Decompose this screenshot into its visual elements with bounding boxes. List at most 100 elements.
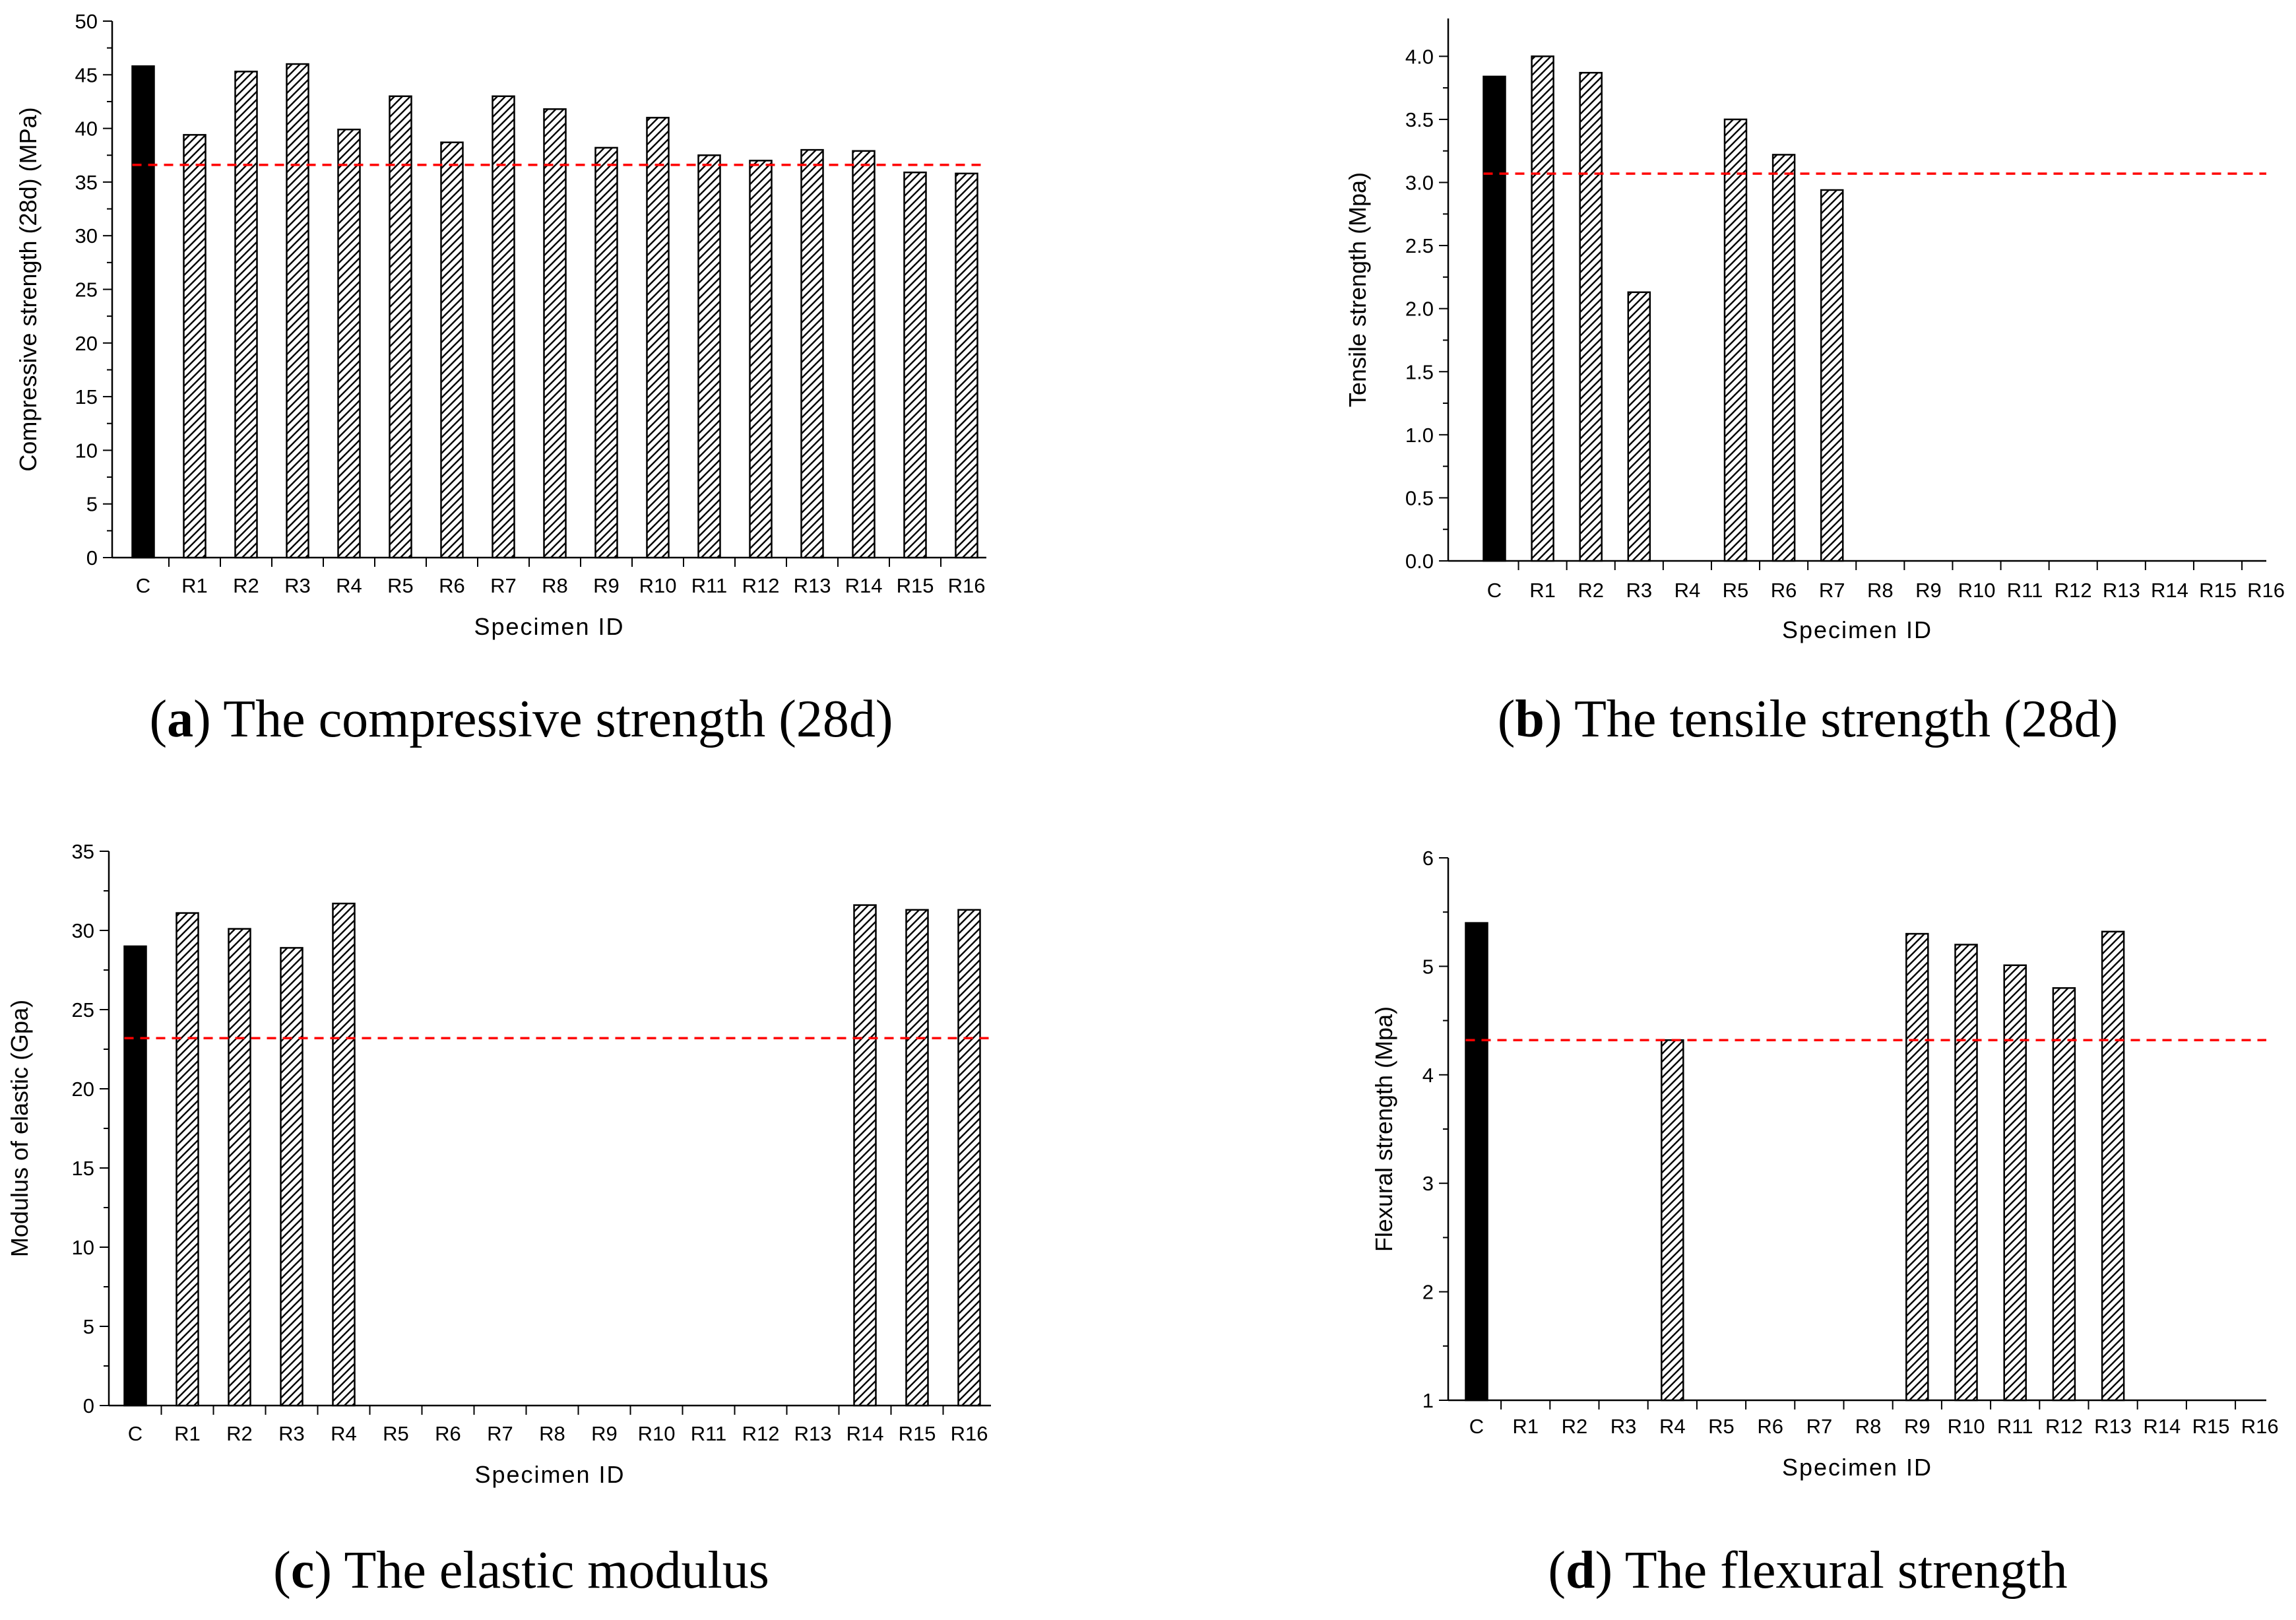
caption-b: (b) The tensile strength (28d) bbox=[1497, 690, 2119, 748]
bar-b-C bbox=[1483, 75, 1506, 562]
y-tick-label-b: 4.0 bbox=[1405, 45, 1434, 68]
y-tick-label-d: 6 bbox=[1422, 847, 1434, 870]
x-tick-label-a-R13: R13 bbox=[794, 574, 831, 597]
x-axis-title-c: Specimen ID bbox=[474, 1461, 625, 1488]
y-axis-title-b: Tensile strength (Mpa) bbox=[1344, 172, 1371, 407]
x-tick-label-d-R8: R8 bbox=[1855, 1415, 1882, 1438]
bar-a-R14 bbox=[852, 150, 876, 559]
x-tick-label-a-R16: R16 bbox=[948, 574, 986, 597]
bar-d-C bbox=[1465, 922, 1488, 1402]
x-tick-label-c-R7: R7 bbox=[487, 1422, 513, 1445]
bar-b-R2 bbox=[1579, 71, 1603, 562]
x-tick-label-d-R2: R2 bbox=[1562, 1415, 1588, 1438]
x-tick-label-b-R8: R8 bbox=[1867, 579, 1894, 602]
caption-a-letter: a bbox=[167, 690, 194, 748]
bar-a-R6 bbox=[440, 141, 464, 559]
x-tick-label-b-R11: R11 bbox=[2007, 579, 2043, 602]
x-tick-label-b-R2: R2 bbox=[1578, 579, 1604, 602]
bar-c-R2 bbox=[228, 928, 251, 1407]
bar-a-R5 bbox=[389, 95, 412, 559]
x-tick-label-d-R1: R1 bbox=[1512, 1415, 1539, 1438]
x-tick-label-d-R3: R3 bbox=[1610, 1415, 1637, 1438]
x-tick-label-b-R3: R3 bbox=[1626, 579, 1652, 602]
bar-a-R7 bbox=[492, 95, 515, 559]
bar-d-R13 bbox=[2101, 930, 2125, 1402]
y-axis-title-c: Modulus of elastic (Gpa) bbox=[6, 1000, 33, 1257]
x-tick-label-b-R1: R1 bbox=[1529, 579, 1556, 602]
bar-a-R3 bbox=[286, 63, 309, 559]
x-tick-label-c-R16: R16 bbox=[951, 1422, 988, 1445]
bar-a-R8 bbox=[543, 108, 567, 559]
x-tick-label-d-R16: R16 bbox=[2241, 1415, 2279, 1438]
bar-a-R12 bbox=[749, 160, 773, 559]
y-tick-label-a: 25 bbox=[75, 278, 98, 302]
bar-c-R3 bbox=[280, 947, 303, 1407]
x-tick-label-a-R1: R1 bbox=[181, 574, 208, 597]
x-tick-label-c-R3: R3 bbox=[278, 1422, 305, 1445]
y-tick-label-b: 2.5 bbox=[1405, 234, 1434, 257]
bar-a-R16 bbox=[955, 172, 978, 559]
x-tick-label-b-R10: R10 bbox=[1958, 579, 1996, 602]
x-tick-label-a-R15: R15 bbox=[897, 574, 934, 597]
x-tick-label-b-R9: R9 bbox=[1915, 579, 1942, 602]
y-tick-label-d: 1 bbox=[1422, 1389, 1434, 1412]
y-tick-label-d: 5 bbox=[1422, 955, 1434, 978]
y-tick-label-a: 15 bbox=[75, 385, 98, 408]
bar-a-R9 bbox=[594, 146, 618, 559]
x-tick-label-b-R5: R5 bbox=[1723, 579, 1749, 602]
x-tick-label-c-R2: R2 bbox=[226, 1422, 253, 1445]
x-tick-label-d-R9: R9 bbox=[1904, 1415, 1930, 1438]
y-tick-label-b: 3.5 bbox=[1405, 108, 1434, 131]
bar-a-R13 bbox=[800, 148, 824, 559]
x-tick-label-b-R12: R12 bbox=[2055, 579, 2092, 602]
x-tick-label-d-R5: R5 bbox=[1708, 1415, 1735, 1438]
y-tick-label-d: 4 bbox=[1422, 1064, 1434, 1087]
x-tick-label-a-R7: R7 bbox=[490, 574, 517, 597]
caption-d: (d) The flexural strength bbox=[1548, 1541, 2068, 1600]
bar-c-R15 bbox=[905, 909, 929, 1407]
x-tick-label-d-R15: R15 bbox=[2192, 1415, 2230, 1438]
y-tick-label-c: 0 bbox=[83, 1394, 94, 1417]
x-axis-title-d: Specimen ID bbox=[1782, 1454, 1932, 1481]
x-tick-label-d-R4: R4 bbox=[1659, 1415, 1686, 1438]
bar-d-R10 bbox=[1954, 944, 1978, 1402]
x-tick-label-a-R9: R9 bbox=[593, 574, 620, 597]
y-tick-label-a: 10 bbox=[75, 439, 98, 462]
bar-a-R4 bbox=[337, 128, 361, 559]
y-tick-label-a: 40 bbox=[75, 117, 98, 141]
caption-d-text: The flexural strength bbox=[1624, 1541, 2068, 1600]
panel-c-elastic-modulus: 0 5 10 15 20 25 30 35 C R1 R2 R3 R4 R5 R6 R7 R8 R9 R10 R11 R… bbox=[6, 840, 991, 1488]
caption-c-letter: c bbox=[290, 1541, 315, 1600]
bar-d-R9 bbox=[1905, 932, 1929, 1402]
y-tick-label-b: 3.0 bbox=[1405, 172, 1434, 195]
x-tick-label-c-R4: R4 bbox=[331, 1422, 357, 1445]
x-tick-label-c-R15: R15 bbox=[899, 1422, 936, 1445]
caption-b-text: The tensile strength (28d) bbox=[1574, 690, 2119, 748]
bar-c-C bbox=[123, 945, 147, 1407]
bar-c-R1 bbox=[175, 912, 199, 1407]
bar-c-R4 bbox=[332, 902, 356, 1407]
x-tick-label-b-R7: R7 bbox=[1819, 579, 1845, 602]
x-axis-title-a: Specimen ID bbox=[474, 613, 624, 640]
y-tick-label-a: 45 bbox=[75, 63, 98, 86]
caption-c-text: The elastic modulus bbox=[344, 1541, 769, 1600]
x-tick-label-a-R8: R8 bbox=[542, 574, 568, 597]
y-tick-label-c: 10 bbox=[72, 1236, 94, 1259]
bar-d-R11 bbox=[2003, 964, 2027, 1402]
caption-a-text: The compressive strength (28d) bbox=[223, 690, 893, 748]
y-tick-label-a: 50 bbox=[75, 10, 98, 33]
y-tick-label-a: 20 bbox=[75, 332, 98, 355]
bar-b-R5 bbox=[1723, 118, 1748, 562]
x-tick-label-c-R10: R10 bbox=[638, 1422, 676, 1445]
caption-d-letter: d bbox=[1566, 1541, 1595, 1600]
bar-b-R3 bbox=[1627, 291, 1651, 562]
y-tick-label-a: 35 bbox=[75, 171, 98, 194]
bar-a-R15 bbox=[903, 172, 927, 559]
caption-a: (a) The compressive strength (28d) bbox=[149, 690, 893, 748]
y-tick-label-b: 0.5 bbox=[1405, 486, 1434, 509]
y-tick-label-c: 30 bbox=[72, 919, 94, 942]
x-tick-label-d-R7: R7 bbox=[1806, 1415, 1833, 1438]
x-tick-label-b-R13: R13 bbox=[2103, 579, 2140, 602]
y-tick-label-d: 2 bbox=[1422, 1281, 1434, 1304]
